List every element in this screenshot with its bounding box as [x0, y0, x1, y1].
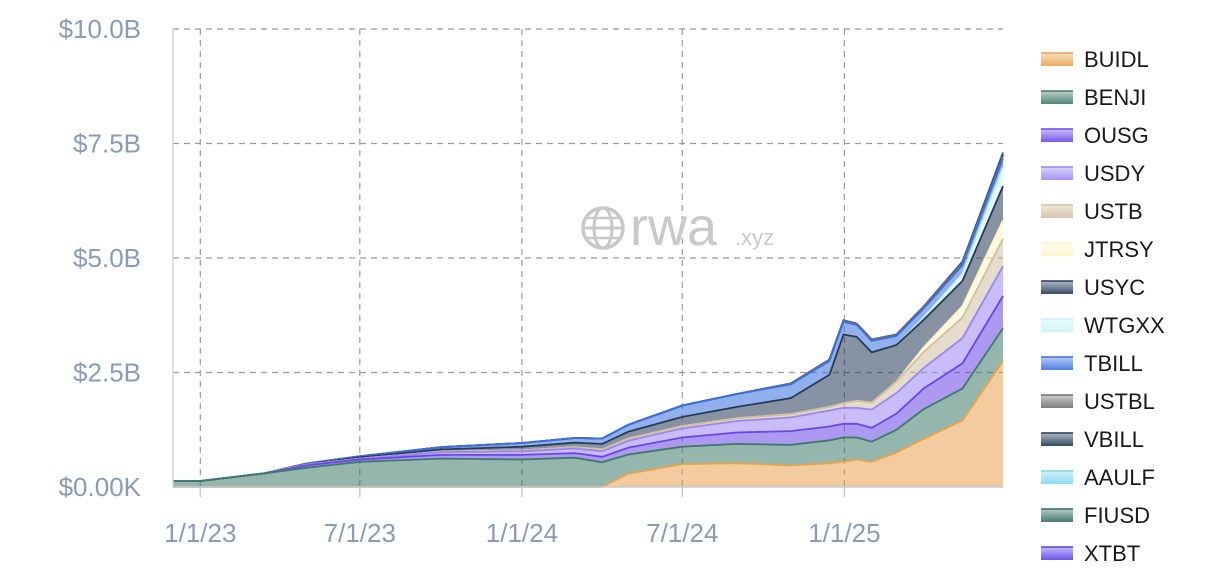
axes: $0.00K $2.5B $5.0B $7.5B $10.0B 1/1/23 7/1/23 1…	[59, 14, 1003, 548]
x-tick-label: 7/1/24	[646, 518, 718, 548]
legend-swatch-ustb[interactable]	[1041, 205, 1073, 218]
line-benji	[173, 327, 1004, 482]
area-ousg	[173, 296, 1003, 481]
legend-swatch-ousg[interactable]	[1041, 129, 1073, 142]
legend-label-usdy[interactable]: USDY	[1084, 161, 1145, 186]
legend-label-ustbl[interactable]: USTBL	[1084, 389, 1155, 414]
y-tick-label: $5.0B	[73, 243, 141, 273]
legend-label-ustb[interactable]: USTB	[1084, 199, 1143, 224]
x-tick-label: 1/1/24	[486, 518, 558, 548]
y-tick-label: $0.00K	[59, 472, 142, 502]
area-usdy	[173, 266, 1003, 481]
area-buidl	[173, 361, 1003, 487]
x-tick-label: 7/1/23	[324, 518, 396, 548]
line-ousg	[173, 295, 1004, 482]
legend-swatch-jtrsy[interactable]	[1041, 243, 1073, 256]
legend-label-jtrsy[interactable]: JTRSY	[1084, 237, 1154, 262]
legend-swatch-benji[interactable]	[1041, 91, 1073, 104]
y-tick-label: $2.5B	[73, 358, 141, 388]
y-tick-label: $7.5B	[73, 129, 141, 159]
x-tick-label: 1/1/23	[164, 518, 236, 548]
y-tick-label: $10.0B	[59, 14, 141, 44]
legend-label-benji[interactable]: BENJI	[1084, 85, 1146, 110]
series-areas	[173, 151, 1004, 488]
watermark-suffix: .xyz	[735, 225, 774, 250]
area-benji	[173, 328, 1003, 487]
legend-label-vbill[interactable]: VBILL	[1084, 427, 1144, 452]
legend-label-ousg[interactable]: OUSG	[1084, 123, 1149, 148]
area-usyc	[173, 186, 1003, 481]
legend-swatch-ustbl[interactable]	[1041, 395, 1073, 408]
legend-swatch-vbill[interactable]	[1041, 433, 1073, 446]
x-tick-label: 1/1/25	[808, 518, 880, 548]
legend-swatch-fiusd[interactable]	[1041, 509, 1073, 522]
legend-swatch-aaulf[interactable]	[1041, 471, 1073, 484]
watermark: rwa .xyz	[581, 197, 774, 257]
legend-swatch-usdy[interactable]	[1041, 167, 1073, 180]
watermark-brand: rwa	[630, 197, 718, 257]
legend-label-fiusd[interactable]: FIUSD	[1084, 503, 1150, 528]
legend-label-tbill[interactable]: TBILL	[1084, 351, 1143, 376]
legend-swatch-usyc[interactable]	[1041, 281, 1073, 294]
legend-label-xtbt[interactable]: XTBT	[1084, 541, 1140, 566]
legend: BUIDL BENJI OUSG USDY USTB JTRSY USYC WTGXX TBIL…	[1041, 47, 1165, 566]
legend-swatch-tbill[interactable]	[1041, 357, 1073, 370]
legend-swatch-xtbt[interactable]	[1041, 547, 1073, 560]
legend-label-wtgxx[interactable]: WTGXX	[1084, 313, 1165, 338]
legend-label-buidl[interactable]: BUIDL	[1084, 47, 1149, 72]
legend-swatch-buidl[interactable]	[1041, 53, 1073, 66]
legend-label-usyc[interactable]: USYC	[1084, 275, 1145, 300]
globe-icon	[581, 206, 625, 250]
legend-label-aaulf[interactable]: AAULF	[1084, 465, 1155, 490]
legend-swatch-wtgxx[interactable]	[1041, 319, 1073, 332]
